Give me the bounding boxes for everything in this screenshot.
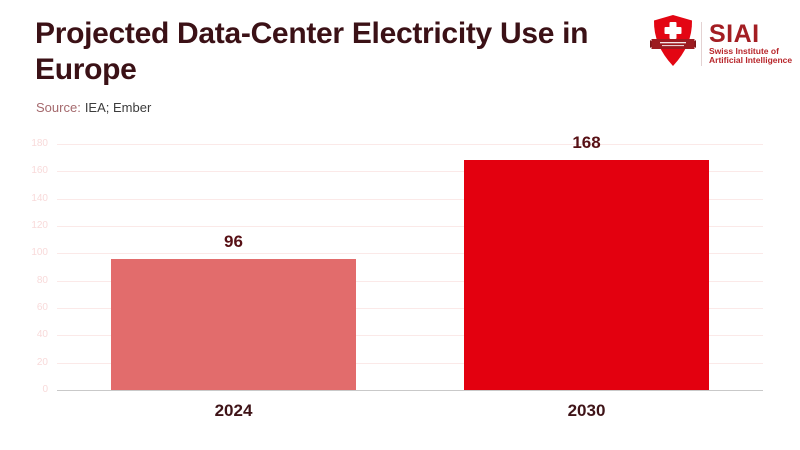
source-value: IEA; Ember [84, 100, 152, 115]
y-tick-label: 0 [42, 384, 48, 395]
gridline [57, 362, 763, 364]
bar-value-label-2030: 168 [572, 133, 601, 153]
x-axis-line [57, 390, 763, 391]
bar-2024 [111, 258, 356, 390]
gridline [57, 253, 763, 255]
y-tick-label: 160 [31, 165, 48, 177]
bar-value-label-2024: 96 [224, 231, 243, 251]
logo-acronym: SIAI [709, 19, 760, 48]
logo-text: SIAI Swiss Institute of Artificial Intel… [709, 19, 793, 66]
y-tick-label: 20 [36, 356, 48, 368]
gridline [57, 335, 763, 337]
y-tick-label: 140 [31, 192, 48, 204]
x-axis-label-2024: 2024 [214, 401, 253, 420]
y-tick-label: 180 [31, 138, 48, 149]
gridline [57, 308, 763, 309]
y-tick-label: 60 [36, 302, 48, 313]
y-tick-label: 100 [31, 247, 48, 259]
source-line: Source: IEA; Ember [36, 100, 151, 115]
source-label: Source: [36, 100, 81, 115]
gridline [57, 280, 763, 282]
y-tick-label: 120 [31, 220, 48, 231]
logo-name-line2: Artificial Intelligence [709, 55, 793, 65]
y-tick-label: 40 [36, 329, 48, 341]
gridline [57, 171, 763, 173]
gridline [57, 144, 763, 145]
chart-title-line1: Projected Data-Center Electricity Use in [35, 17, 589, 50]
gridline [57, 226, 763, 227]
y-tick-label: 80 [36, 274, 48, 286]
siai-logo: SIAI Swiss Institute of Artificial Intel… [650, 14, 792, 73]
bar-2030 [464, 160, 709, 390]
chart-title: Projected Data-Center Electricity Use in… [35, 16, 589, 88]
x-axis-label-2030: 2030 [567, 401, 606, 420]
logo-divider [701, 21, 702, 66]
gridline [57, 198, 763, 200]
logo-name-line1: Swiss Institute of [709, 45, 779, 56]
chart-title-line2: Europe [35, 53, 137, 86]
swiss-shield-icon [650, 14, 696, 73]
